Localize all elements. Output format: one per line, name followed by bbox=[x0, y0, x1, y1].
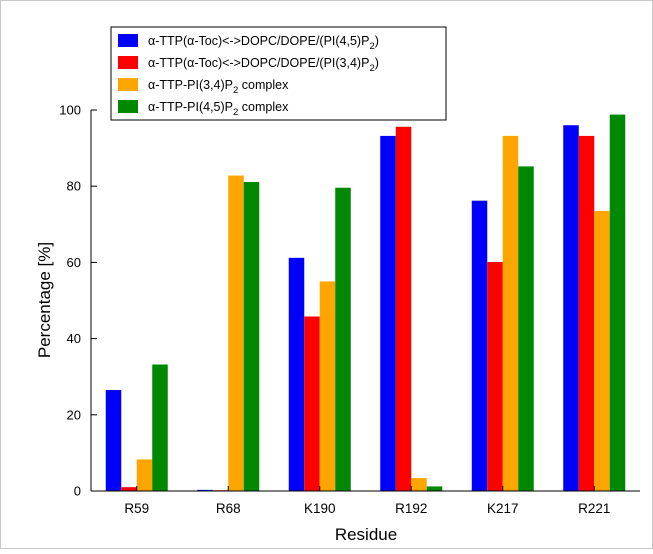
bar-r68-series-3 bbox=[228, 175, 244, 491]
legend-box bbox=[110, 26, 447, 121]
bars-group bbox=[105, 114, 626, 492]
legend: α-TTP(α-Toc)<->DOPC/DOPE/(PI(4,5)P2) α-TT… bbox=[110, 26, 447, 121]
y-ticks-group: 0 20 40 60 80 100 bbox=[59, 103, 97, 499]
bar-r192-series-3 bbox=[411, 478, 427, 491]
legend-swatch-3 bbox=[118, 78, 138, 91]
x-axis-label: Residue bbox=[335, 525, 397, 544]
bar-k217-series-2 bbox=[487, 262, 503, 491]
bar-k217-series-1 bbox=[471, 200, 488, 491]
x-tick-label-r192: R192 bbox=[395, 501, 427, 516]
bar-r68-series-4 bbox=[243, 182, 260, 491]
bar-r221-series-1 bbox=[563, 125, 579, 492]
y-tick-label: 40 bbox=[67, 331, 81, 346]
bar-k217-series-3 bbox=[502, 135, 519, 491]
y-tick-label: 80 bbox=[67, 179, 81, 194]
x-tick-label-r221: R221 bbox=[578, 501, 610, 516]
bar-r59-series-1 bbox=[105, 390, 122, 491]
legend-swatch-1 bbox=[118, 34, 138, 47]
bar-k190-series-1 bbox=[288, 257, 305, 491]
bar-r192-series-4 bbox=[426, 486, 443, 491]
bar-r192-series-1 bbox=[380, 135, 396, 491]
bar-r59-series-4 bbox=[152, 364, 168, 491]
bar-k190-series-3 bbox=[319, 281, 336, 491]
legend-label-1: α-TTP(α-Toc)<->DOPC/DOPE/(PI(4,5)P2) bbox=[148, 34, 379, 52]
bar-r221-series-2 bbox=[578, 135, 595, 491]
legend-label-3: α-TTP-PI(3,4)P2 complex bbox=[148, 78, 289, 96]
y-tick-label: 100 bbox=[59, 103, 81, 118]
x-tick-label-k217: K217 bbox=[487, 501, 519, 516]
bar-k190-series-4 bbox=[335, 187, 351, 491]
y-tick-label: 0 bbox=[74, 484, 81, 499]
y-tick-label: 20 bbox=[67, 407, 81, 422]
bar-r192-series-2 bbox=[395, 126, 412, 491]
bar-k217-series-4 bbox=[518, 166, 534, 491]
legend-swatch-2 bbox=[118, 56, 138, 69]
bar-r59-series-2 bbox=[121, 487, 137, 491]
bar-r59-series-3 bbox=[136, 459, 153, 491]
y-tick-label: 60 bbox=[67, 255, 81, 270]
bar-r221-series-3 bbox=[594, 210, 610, 491]
bar-k190-series-2 bbox=[304, 316, 320, 491]
bar-r68-series-1 bbox=[197, 489, 213, 491]
legend-label-4: α-TTP-PI(4,5)P2 complex bbox=[148, 100, 289, 118]
bar-r221-series-4 bbox=[609, 114, 626, 491]
x-ticks-group: R59 R68 K190 R192 K217 R221 bbox=[124, 486, 610, 516]
y-axis-label: Percentage [%] bbox=[35, 242, 54, 358]
x-tick-label-k190: K190 bbox=[304, 501, 336, 516]
x-tick-label-r68: R68 bbox=[216, 501, 241, 516]
legend-swatch-4 bbox=[118, 100, 138, 113]
x-tick-label-r59: R59 bbox=[124, 501, 149, 516]
legend-label-2: α-TTP(α-Toc)<->DOPC/DOPE/(PI(3,4)P2) bbox=[148, 56, 379, 74]
